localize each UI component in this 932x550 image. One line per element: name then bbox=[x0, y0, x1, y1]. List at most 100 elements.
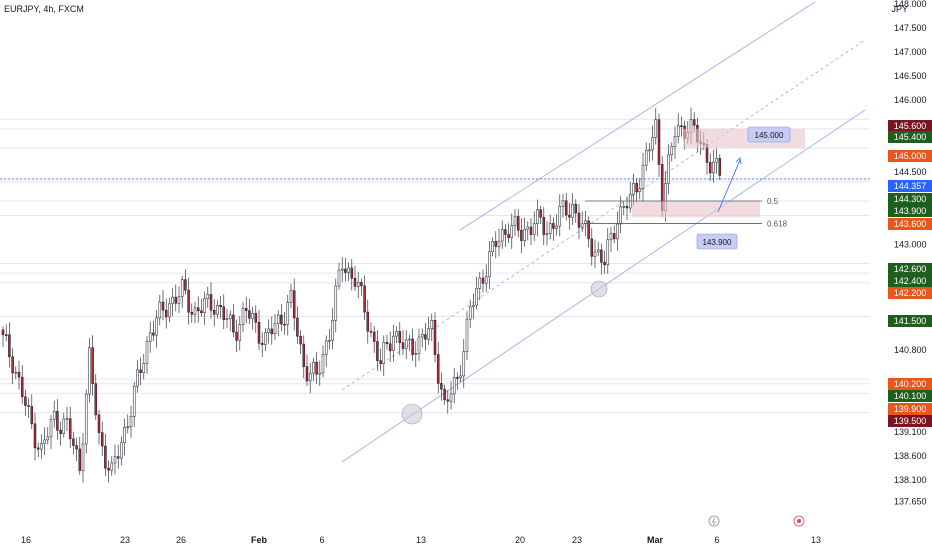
candle-body bbox=[33, 423, 37, 449]
candle-body bbox=[433, 319, 437, 355]
candle-body bbox=[116, 456, 120, 459]
candle-body bbox=[299, 335, 302, 345]
candle-body bbox=[408, 338, 411, 341]
candle-body bbox=[110, 462, 114, 471]
candle-body bbox=[132, 385, 136, 417]
candle-body bbox=[644, 150, 648, 166]
candle-body bbox=[100, 432, 104, 447]
candle-body bbox=[292, 290, 296, 319]
candle-body bbox=[443, 388, 446, 401]
candle-body bbox=[129, 416, 133, 428]
candle-body bbox=[180, 279, 184, 297]
candle-body bbox=[440, 383, 443, 390]
price-badge bbox=[888, 403, 932, 415]
price-badge bbox=[888, 193, 932, 205]
candle-body bbox=[164, 309, 168, 318]
candle-body bbox=[155, 317, 158, 336]
y-tick-label: 139.100 bbox=[894, 427, 927, 437]
price-badge bbox=[888, 120, 932, 132]
projection-arrow[interactable] bbox=[717, 159, 741, 213]
candle-body bbox=[52, 411, 56, 420]
candle-body bbox=[321, 354, 325, 374]
price-badge bbox=[888, 263, 932, 275]
candle-body bbox=[382, 342, 386, 364]
candle-body bbox=[593, 251, 597, 257]
channel-upper-line[interactable] bbox=[459, 1, 816, 231]
candle-body bbox=[296, 317, 299, 337]
candle-body bbox=[142, 363, 146, 373]
candle-body bbox=[270, 328, 274, 335]
symbol-title[interactable]: EURJPY, 4h, FXCM bbox=[4, 4, 84, 14]
candle-body bbox=[596, 249, 600, 253]
candle-body bbox=[404, 339, 408, 349]
candle-body bbox=[459, 375, 462, 379]
candle-body bbox=[680, 125, 683, 127]
y-tick-label: 146.500 bbox=[894, 71, 927, 81]
candle-body bbox=[446, 399, 450, 402]
candle-body bbox=[174, 296, 178, 304]
candle-body bbox=[62, 418, 66, 434]
candle-body bbox=[254, 313, 258, 323]
candle-body bbox=[14, 371, 18, 374]
candle-body bbox=[283, 323, 286, 326]
candle-body bbox=[251, 313, 254, 319]
target-note-box[interactable] bbox=[747, 126, 791, 143]
candle-body bbox=[648, 149, 651, 152]
price-badge-label: 145.600 bbox=[894, 121, 927, 131]
price-badge bbox=[888, 131, 932, 143]
price-badge bbox=[888, 275, 932, 287]
price-badge-label: 140.100 bbox=[894, 391, 927, 401]
candle-body bbox=[222, 306, 226, 320]
swing-low-marker bbox=[401, 403, 423, 425]
candle-body bbox=[552, 223, 555, 229]
candle-body bbox=[46, 436, 50, 441]
candle-body bbox=[315, 361, 318, 375]
lightning-icon[interactable] bbox=[708, 515, 720, 527]
candle-body bbox=[27, 405, 30, 407]
candle-body bbox=[113, 456, 117, 464]
candle-body bbox=[478, 277, 482, 289]
candle-body bbox=[225, 318, 229, 321]
candle-body bbox=[395, 331, 398, 337]
candle-body bbox=[81, 443, 85, 471]
candle-body bbox=[516, 216, 520, 231]
candle-body bbox=[203, 298, 206, 314]
candle-body bbox=[11, 356, 14, 374]
candle-body bbox=[120, 442, 123, 459]
candle-body bbox=[369, 330, 373, 333]
y-tick-label: 138.600 bbox=[894, 451, 927, 461]
price-badge bbox=[888, 390, 932, 402]
candle-body bbox=[273, 323, 277, 335]
entry-note-box[interactable] bbox=[696, 233, 738, 250]
candle-body bbox=[472, 304, 475, 308]
candle-body bbox=[312, 361, 315, 374]
price-badge-label: 145.000 bbox=[894, 151, 927, 161]
candle-body bbox=[561, 200, 565, 207]
price-badge-label: 145.400 bbox=[894, 132, 927, 142]
candle-body bbox=[158, 301, 162, 319]
candle-body bbox=[558, 205, 562, 227]
candle-body bbox=[510, 225, 514, 238]
candle-body bbox=[59, 429, 62, 434]
candle-body bbox=[328, 340, 331, 342]
candle-body bbox=[171, 296, 174, 305]
candle-body bbox=[168, 303, 171, 318]
candle-body bbox=[692, 119, 696, 126]
candle-body bbox=[500, 229, 504, 242]
candle-body bbox=[24, 396, 27, 406]
candle-body bbox=[75, 445, 78, 450]
candle-body bbox=[248, 310, 251, 319]
candle-body bbox=[212, 310, 216, 315]
y-tick-label: 143.000 bbox=[894, 239, 927, 249]
candle-body bbox=[414, 353, 418, 355]
candle-body bbox=[456, 377, 459, 379]
entry-zone[interactable] bbox=[632, 201, 760, 218]
candle-body bbox=[350, 267, 354, 279]
candle-body bbox=[187, 289, 190, 313]
candle-body bbox=[206, 294, 210, 299]
candle-body bbox=[420, 334, 424, 338]
candle-body bbox=[196, 307, 200, 311]
target-note-label: 145.000 bbox=[755, 131, 784, 140]
